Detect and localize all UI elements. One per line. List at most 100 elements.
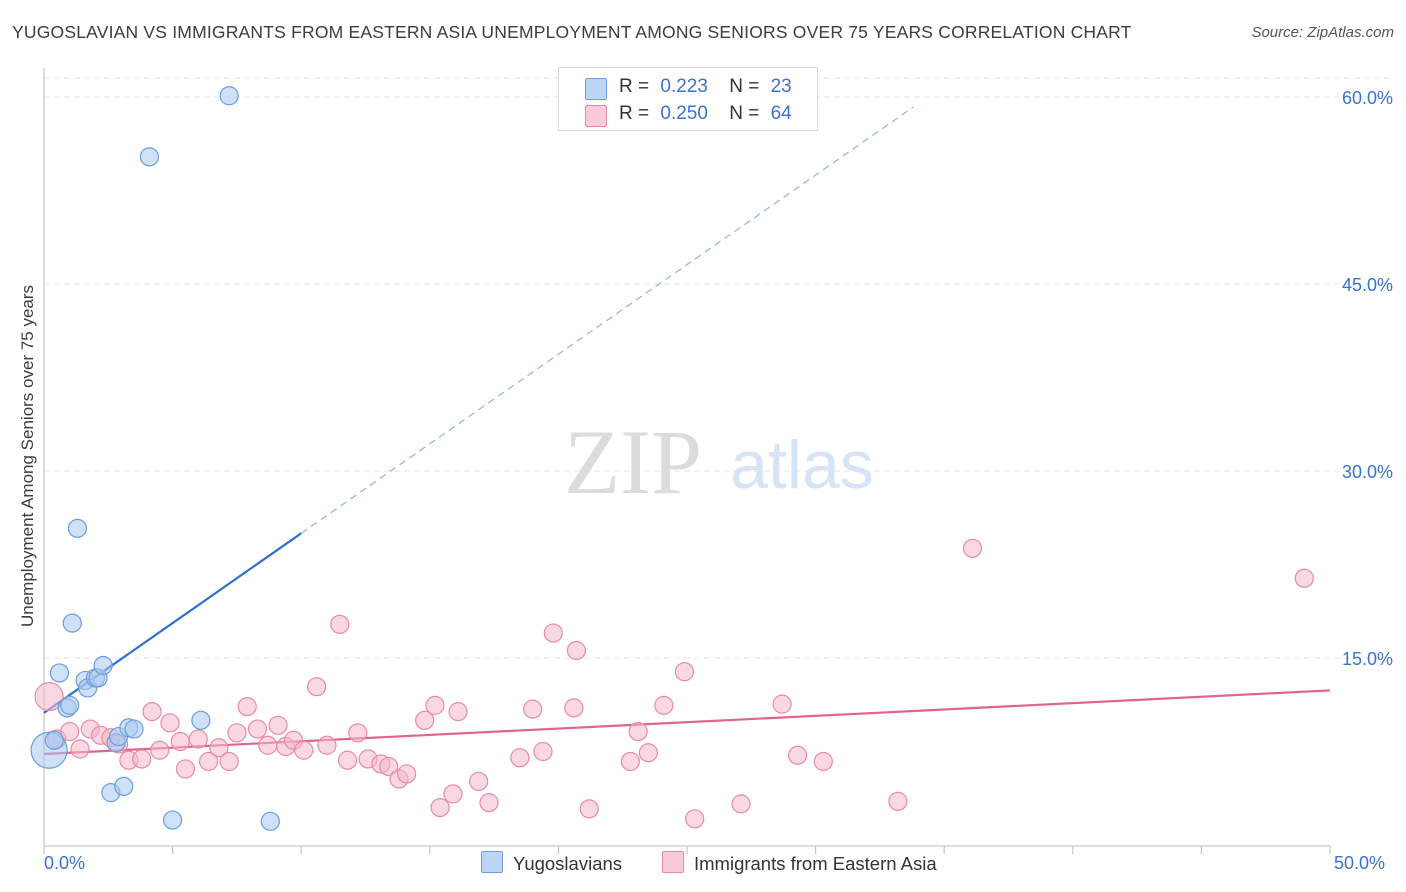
y-tick-label: 60.0%	[1342, 88, 1393, 108]
bottom-legend-swatch-pink	[662, 851, 684, 873]
point-immigrants	[227, 723, 247, 743]
bottom-legend-label-pink: Immigrants from Eastern Asia	[694, 853, 937, 874]
point-immigrants	[317, 735, 337, 755]
legend-r-value: 0.250	[660, 103, 708, 124]
point-immigrants	[175, 759, 196, 779]
point-immigrants	[132, 749, 152, 769]
point-immigrants	[888, 791, 908, 811]
legend-n-value: 23	[770, 76, 792, 97]
point-immigrants	[620, 751, 641, 772]
point-immigrants	[199, 751, 219, 772]
point-immigrants	[685, 809, 705, 829]
point-immigrants	[543, 623, 563, 643]
point-immigrants	[348, 723, 368, 743]
point-yugoslavians	[219, 86, 239, 106]
point-yugoslavians	[67, 518, 88, 538]
legend-n-value: 64	[770, 103, 792, 124]
point-immigrants	[564, 698, 584, 718]
point-immigrants	[787, 745, 808, 765]
x-tick-label-max: 50.0%	[1334, 853, 1386, 873]
bottom-legend-swatch-blue	[481, 851, 503, 873]
y-tick-labels: 15.0% 30.0% 45.0% 60.0%	[1342, 88, 1393, 669]
bottom-legend-label-blue: Yugoslavians	[513, 853, 623, 874]
point-immigrants	[510, 748, 530, 768]
point-immigrants	[628, 721, 648, 742]
axes	[43, 68, 1331, 854]
point-immigrants	[330, 614, 350, 634]
point-immigrants	[188, 729, 208, 749]
point-immigrants	[443, 784, 463, 804]
point-immigrants	[379, 756, 399, 777]
legend: R = 0.223 N = 23 R = 0.250 N = 64	[558, 67, 818, 131]
point-immigrants	[566, 640, 587, 661]
point-immigrants	[70, 739, 90, 759]
legend-n-label: N =	[729, 76, 760, 97]
point-immigrants	[247, 719, 268, 739]
point-immigrants	[337, 750, 358, 770]
trend-line-immigrants	[43, 689, 1331, 756]
point-immigrants	[430, 797, 450, 818]
point-immigrants	[160, 713, 180, 733]
point-yugoslavians	[191, 710, 211, 730]
y-tick-label: 15.0%	[1342, 649, 1393, 669]
point-immigrants	[1294, 568, 1314, 588]
point-immigrants	[523, 699, 543, 719]
point-immigrants	[479, 793, 499, 813]
chart-title: YUGOSLAVIAN VS IMMIGRANTS FROM EASTERN A…	[12, 22, 1132, 42]
point-yugoslavians	[163, 810, 183, 830]
point-yugoslavians	[62, 613, 82, 633]
point-yugoslavians	[93, 655, 113, 676]
data-points	[30, 86, 1314, 831]
watermark: ZIP atlas	[564, 411, 874, 513]
point-immigrants	[268, 715, 288, 735]
source-label: Source: ZipAtlas.com	[1251, 24, 1394, 41]
legend-n-label: N =	[729, 103, 760, 124]
watermark-atlas: atlas	[730, 427, 874, 503]
point-immigrants	[258, 735, 278, 755]
point-immigrants	[425, 695, 445, 715]
bottom-legend-yugoslavians: Yugoslavians	[481, 851, 622, 875]
point-immigrants	[638, 743, 659, 763]
point-immigrants	[533, 741, 553, 762]
point-immigrants	[731, 794, 751, 814]
point-immigrants	[142, 702, 162, 722]
point-yugoslavians	[60, 695, 80, 715]
point-immigrants	[654, 695, 674, 715]
point-yugoslavians	[139, 147, 160, 167]
bottom-legend-immigrants: Immigrants from Eastern Asia	[662, 851, 937, 875]
point-immigrants	[209, 738, 229, 758]
point-immigrants	[415, 710, 435, 730]
point-immigrants	[60, 721, 80, 742]
point-yugoslavians	[114, 776, 134, 797]
point-immigrants	[294, 740, 314, 760]
point-immigrants	[579, 799, 599, 819]
point-immigrants	[219, 751, 239, 772]
trend-line-yugoslavians-extrapolated	[300, 106, 914, 534]
point-immigrants	[307, 677, 327, 697]
legend-swatch-blue	[585, 78, 607, 100]
point-immigrants	[170, 731, 190, 752]
point-immigrants	[448, 702, 468, 722]
point-immigrants	[772, 694, 792, 714]
point-immigrants	[813, 751, 833, 772]
point-immigrants	[469, 771, 489, 792]
point-yugoslavians	[124, 719, 144, 739]
legend-r-label: R =	[619, 76, 650, 97]
point-yugoslavians	[49, 663, 70, 683]
legend-r-label: R =	[619, 103, 650, 124]
point-immigrants	[674, 662, 695, 682]
point-immigrants	[150, 740, 170, 760]
legend-swatch-pink	[585, 105, 607, 127]
point-yugoslavians	[44, 730, 64, 750]
y-tick-label: 45.0%	[1342, 275, 1393, 295]
watermark-zip: ZIP	[564, 411, 702, 513]
point-immigrants	[397, 764, 417, 784]
point-immigrants	[34, 682, 64, 712]
legend-r-value: 0.223	[660, 76, 708, 97]
point-yugoslavians	[260, 811, 280, 831]
point-immigrants	[962, 538, 983, 558]
x-tick-label-min: 0.0%	[44, 853, 86, 873]
y-tick-label: 30.0%	[1342, 462, 1393, 482]
point-immigrants	[237, 697, 257, 717]
